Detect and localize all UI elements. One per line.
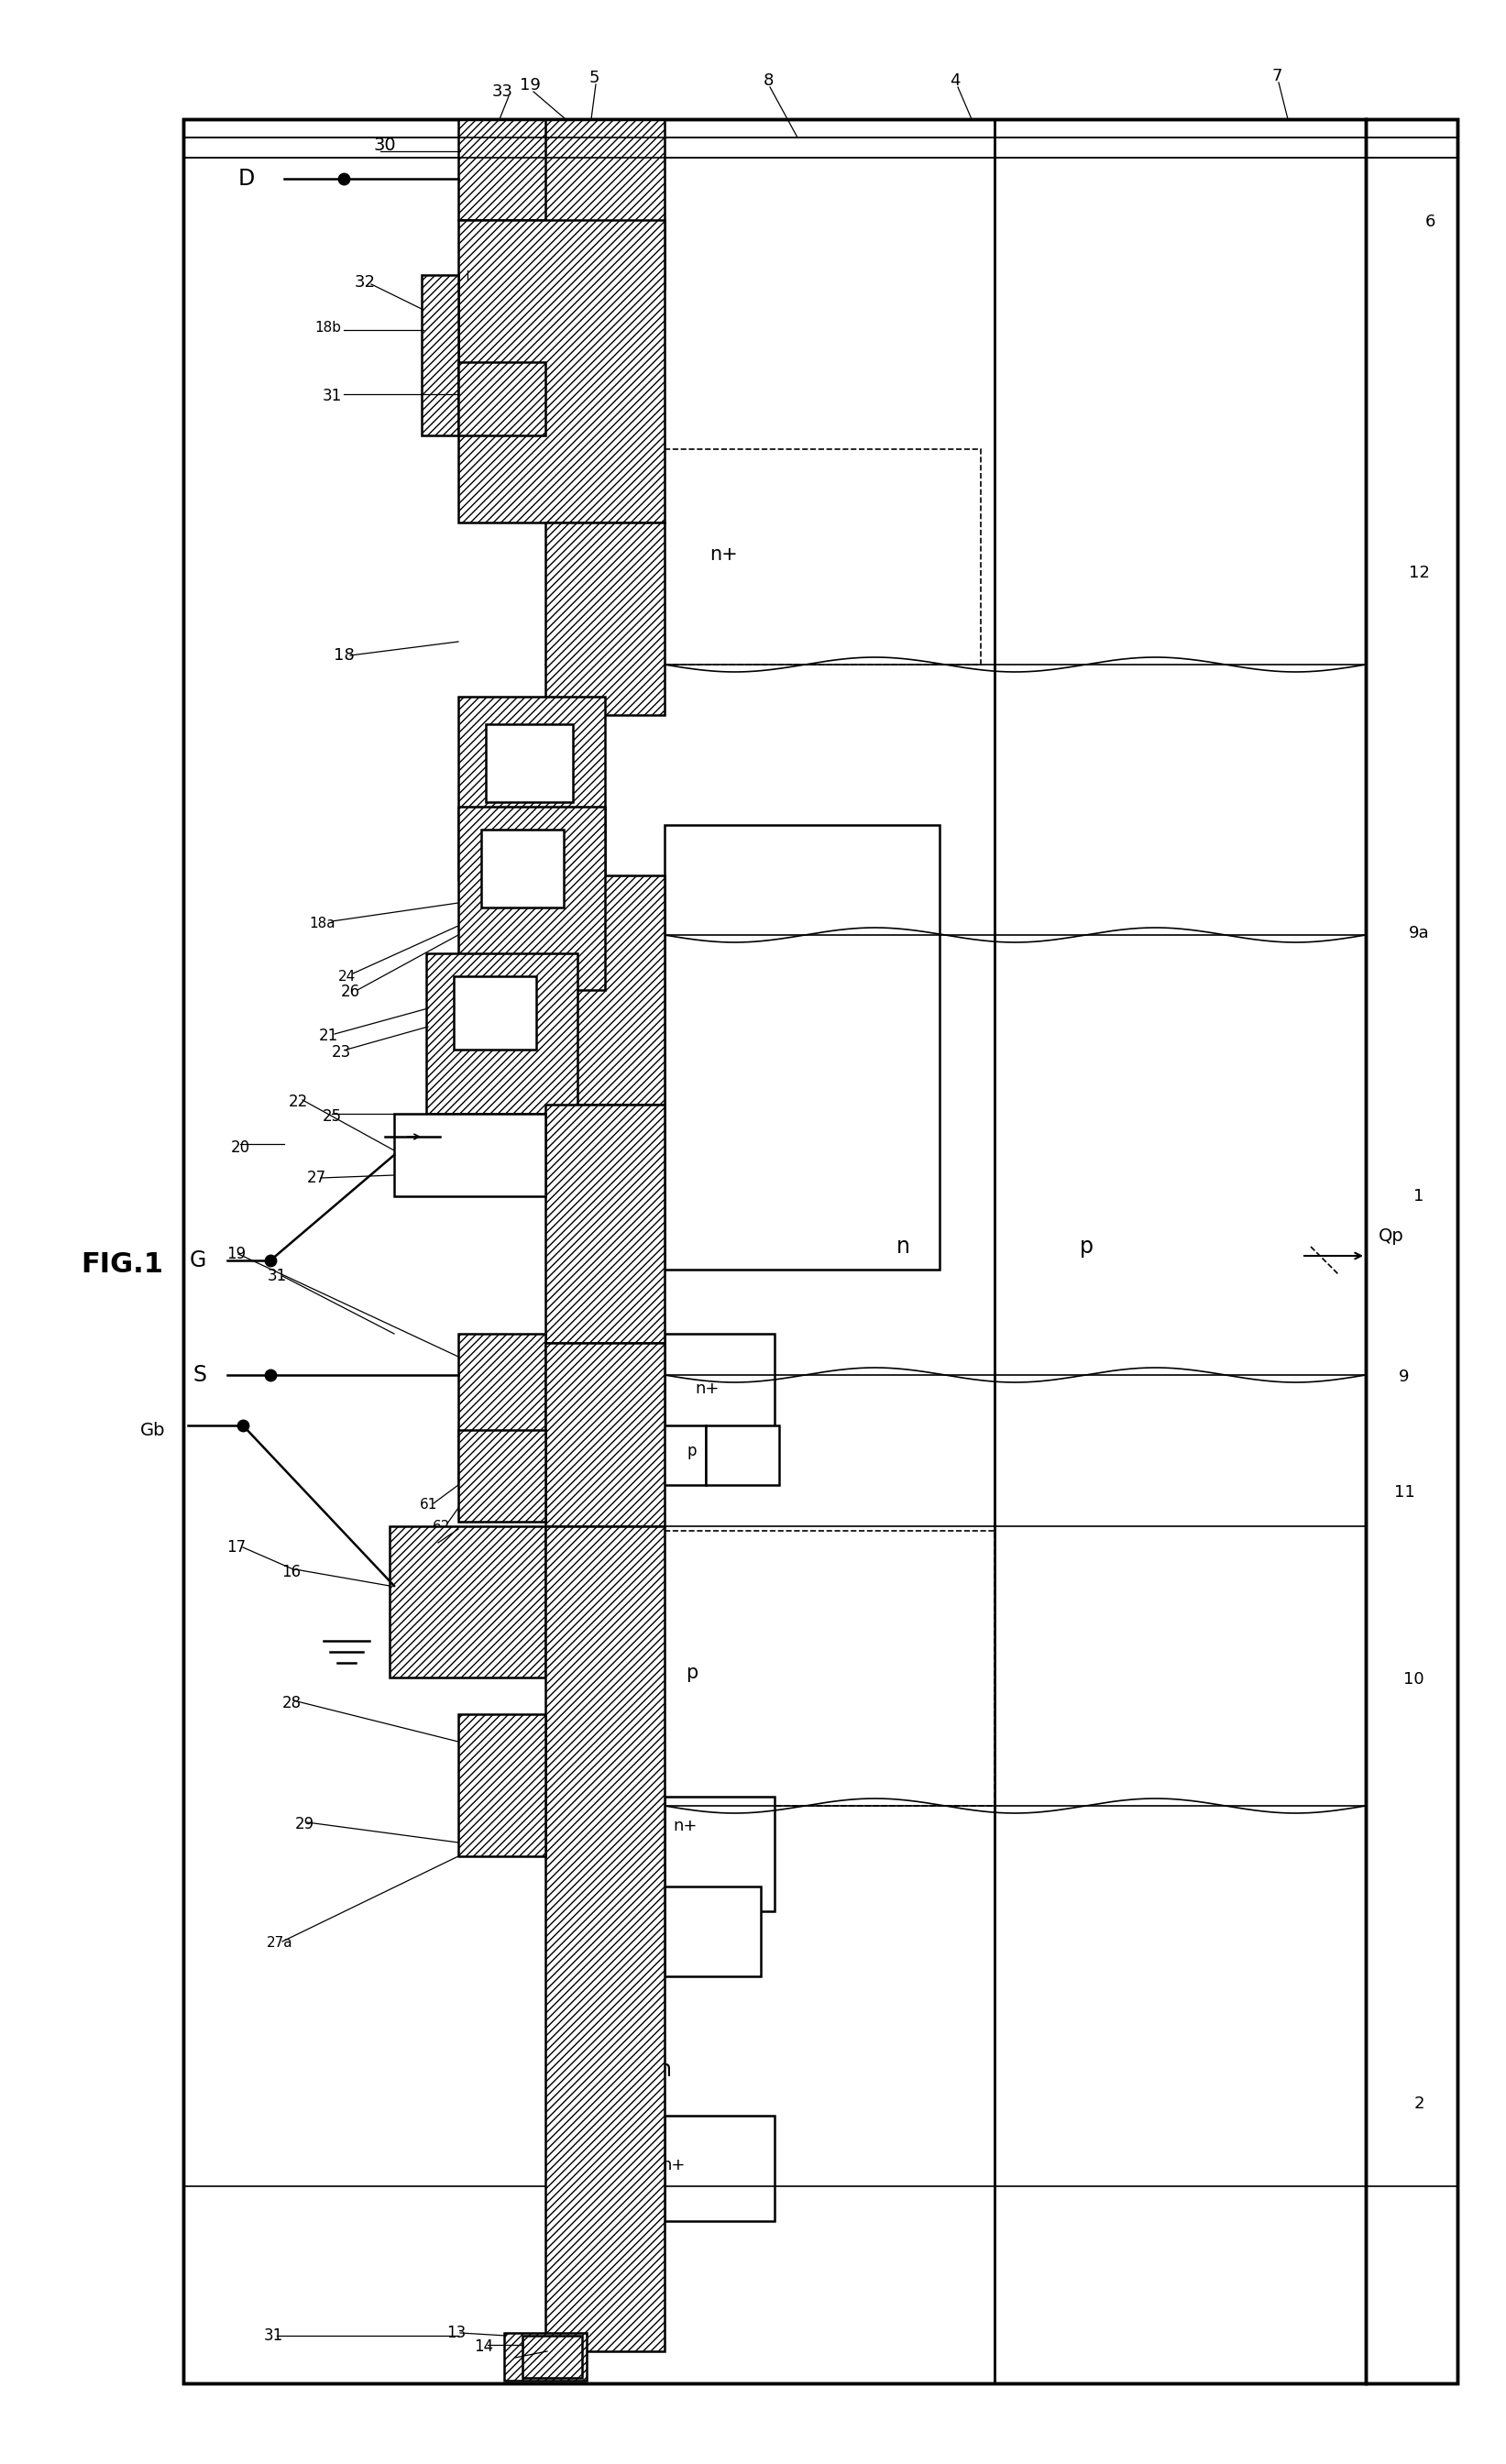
Bar xyxy=(395,1114,545,1195)
Bar xyxy=(545,1104,664,1343)
Text: 33: 33 xyxy=(492,84,514,101)
Text: 11: 11 xyxy=(1395,1483,1414,1501)
Text: 31: 31 xyxy=(264,2328,283,2343)
Bar xyxy=(458,697,605,880)
Text: 29: 29 xyxy=(295,1816,313,1833)
Bar xyxy=(523,2336,581,2378)
Bar xyxy=(486,724,572,803)
Bar xyxy=(426,954,577,1114)
Text: 6: 6 xyxy=(1425,214,1435,229)
Text: 19: 19 xyxy=(227,1247,245,1262)
Text: 17: 17 xyxy=(227,1540,245,1555)
Text: 13: 13 xyxy=(447,2324,467,2341)
Bar xyxy=(453,976,536,1050)
Text: 9a: 9a xyxy=(1408,924,1429,941)
Text: 30: 30 xyxy=(373,136,396,153)
Bar xyxy=(458,1429,545,1523)
Bar xyxy=(664,448,980,665)
Bar xyxy=(664,1887,761,1976)
Text: n+: n+ xyxy=(673,1818,697,1833)
Bar xyxy=(545,875,664,1104)
Bar xyxy=(482,830,563,907)
Text: 12: 12 xyxy=(1408,564,1429,582)
Text: 25: 25 xyxy=(322,1109,342,1124)
Text: 3: 3 xyxy=(461,256,470,271)
Text: 1: 1 xyxy=(1414,1188,1425,1205)
Text: 18b: 18b xyxy=(315,320,342,335)
Text: 27a: 27a xyxy=(267,1937,292,1949)
Text: p: p xyxy=(687,1444,697,1459)
Bar xyxy=(664,1333,774,1454)
Text: p: p xyxy=(685,1663,699,1683)
Bar xyxy=(458,118,550,219)
Text: 62: 62 xyxy=(432,1520,450,1533)
Bar xyxy=(184,118,1458,2383)
Text: 24: 24 xyxy=(337,968,355,983)
Text: p⁻: p⁻ xyxy=(580,1168,602,1188)
Text: 14: 14 xyxy=(474,2338,494,2356)
Bar xyxy=(642,1424,706,1486)
Text: S: S xyxy=(193,1365,206,1385)
Bar xyxy=(706,1424,779,1486)
Bar xyxy=(664,1796,774,1912)
Text: n: n xyxy=(896,1234,910,1257)
Text: n: n xyxy=(658,2060,672,2080)
Text: 18: 18 xyxy=(333,648,354,663)
Bar xyxy=(664,1530,994,1806)
Bar xyxy=(458,1715,545,1855)
Bar xyxy=(545,1525,664,2351)
Text: 20: 20 xyxy=(230,1138,250,1156)
Text: 16: 16 xyxy=(282,1565,301,1579)
Bar xyxy=(458,219,664,522)
Text: 22: 22 xyxy=(288,1094,307,1111)
Text: n+: n+ xyxy=(696,1380,720,1397)
Text: 31: 31 xyxy=(267,1269,286,1284)
Text: G: G xyxy=(190,1249,206,1271)
Text: FIG.1: FIG.1 xyxy=(81,1252,163,1279)
Text: 23: 23 xyxy=(331,1045,351,1060)
Text: n+: n+ xyxy=(661,2156,685,2173)
Text: 8: 8 xyxy=(764,71,774,89)
Text: 7: 7 xyxy=(1271,69,1282,84)
Bar xyxy=(505,2333,587,2380)
Text: 18a: 18a xyxy=(310,917,336,931)
Text: 9: 9 xyxy=(1399,1368,1410,1385)
Bar xyxy=(545,118,664,288)
Text: 31: 31 xyxy=(322,387,342,404)
Text: 6: 6 xyxy=(425,1538,434,1552)
Text: D: D xyxy=(238,168,255,190)
Text: p+: p+ xyxy=(592,1439,614,1454)
Text: 61: 61 xyxy=(420,1498,438,1513)
Bar xyxy=(422,276,458,436)
Text: 28: 28 xyxy=(282,1695,301,1712)
Text: 27: 27 xyxy=(307,1170,325,1185)
Bar xyxy=(664,2117,774,2220)
Bar xyxy=(545,522,664,715)
Text: Qp: Qp xyxy=(1378,1227,1404,1244)
Bar xyxy=(545,1343,664,1525)
Text: n+: n+ xyxy=(709,545,738,564)
Bar xyxy=(390,1525,545,1678)
Bar xyxy=(664,825,940,1269)
Text: 32: 32 xyxy=(354,274,375,291)
Bar xyxy=(458,806,605,991)
Bar xyxy=(458,1333,545,1486)
Text: 15: 15 xyxy=(501,2353,521,2368)
Text: 4: 4 xyxy=(950,71,961,89)
Text: 19: 19 xyxy=(520,76,541,94)
Text: 2: 2 xyxy=(1414,2094,1425,2112)
Text: p: p xyxy=(568,2117,578,2134)
Text: 26: 26 xyxy=(340,983,360,1000)
Text: 10: 10 xyxy=(1404,1671,1423,1688)
Text: 5: 5 xyxy=(589,69,599,86)
Text: 21: 21 xyxy=(318,1027,337,1045)
Text: Gb: Gb xyxy=(140,1422,166,1439)
Bar xyxy=(184,118,1458,2383)
Text: p: p xyxy=(1080,1234,1093,1257)
Bar xyxy=(458,362,545,436)
